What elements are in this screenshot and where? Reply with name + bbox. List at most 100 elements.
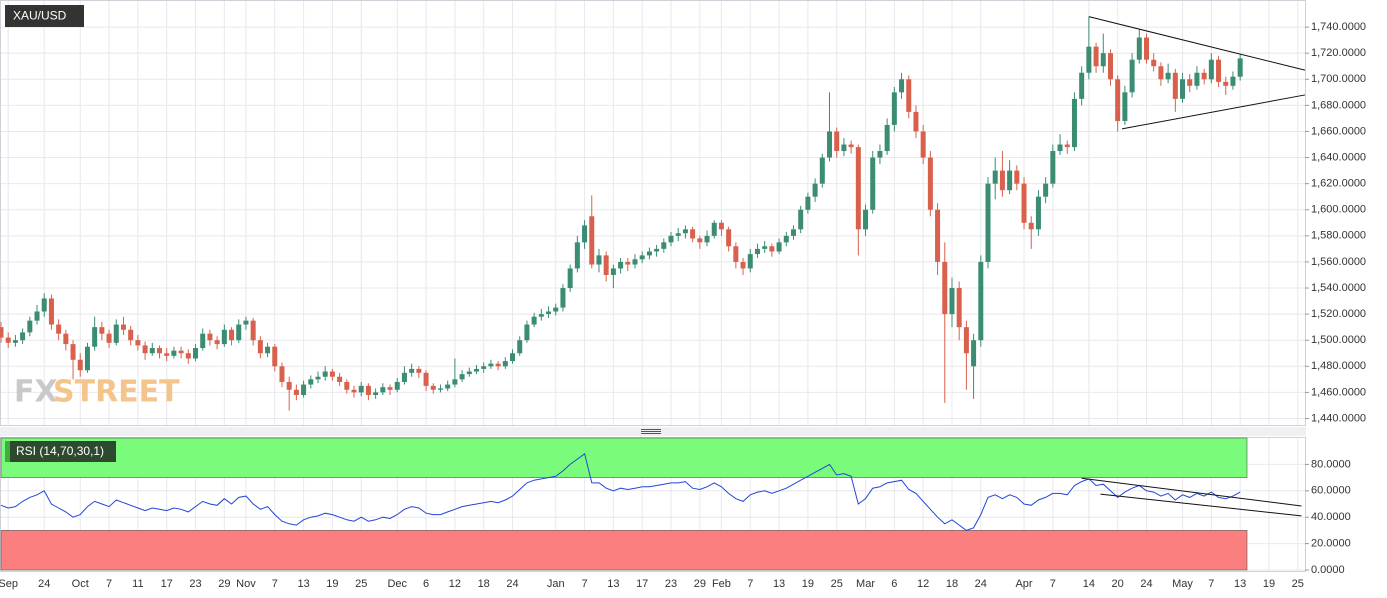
candle-body [488,363,494,367]
candle-body [567,268,573,289]
candle-body [1144,37,1150,60]
candle-body [63,333,69,345]
y-tick-label: 60.0000 [1311,485,1351,497]
candle-body [1021,183,1027,223]
candle-body [798,209,804,230]
candle-body [553,307,559,312]
candle-body [1201,72,1207,80]
candle-body [373,392,379,395]
x-tick-label: Jan [547,578,565,590]
candle-body [654,248,660,252]
candle-body [524,324,530,341]
x-tick-label: Dec [387,578,407,590]
candle-body [920,131,926,158]
candle-body [783,235,789,243]
candle-body [243,320,249,325]
candle-body [1129,59,1135,93]
candle-body [1115,79,1121,122]
y-tick-label: 1,540.0000 [1311,282,1366,294]
candle-body [5,337,11,343]
candle-body [113,324,119,343]
x-tick-label: Apr [1015,578,1032,590]
candle-body [1086,46,1092,73]
candle-body [48,298,54,325]
y-tick-label: 1,580.0000 [1311,230,1366,242]
candle-body [1165,72,1171,80]
x-tick-label: Feb [712,578,731,590]
candle-body [387,387,393,390]
candle-body [819,157,825,184]
x-tick-label: May [1172,578,1193,590]
rsi-badge-accent [5,441,10,462]
candle-body [913,111,919,132]
candle-body [495,363,501,367]
candle-body [12,340,18,343]
candle-body [1172,72,1178,99]
candle-body [841,144,847,152]
candle-body [423,372,429,386]
x-tick-label: 17 [161,578,173,590]
candle-body [142,345,148,354]
candle-body [999,170,1005,191]
candle-body [171,350,177,356]
candle-body [279,366,285,382]
y-tick-label: 1,720.0000 [1311,47,1366,59]
candle-body [538,314,544,317]
candle-body [56,324,62,334]
candle-body [337,376,343,382]
x-tick-label: Mar [856,578,875,590]
y-tick-label: 1,700.0000 [1311,73,1366,85]
symbol-badge [5,5,84,27]
x-tick-label: 18 [478,578,490,590]
candle-body [250,320,256,341]
candle-body [365,385,371,395]
candle-body [265,346,271,354]
candle-body [1151,59,1157,67]
candle-body [546,311,552,315]
candle-body [27,320,33,333]
x-tick-label: 7 [747,578,753,590]
candle-body [286,381,292,390]
candle-body [1043,183,1049,197]
candle-body [1194,72,1200,86]
candle-body [610,268,616,275]
x-tick-label: 13 [773,578,785,590]
candle-body [690,229,696,239]
candle-body [697,238,703,243]
y-tick-label: 40.0000 [1311,511,1351,523]
candle-body [884,124,890,152]
x-tick-label: 24 [38,578,50,590]
candle-body [1064,144,1070,148]
x-tick-label: 24 [506,578,518,590]
candle-body [762,246,768,249]
candle-body [1237,58,1243,77]
x-tick-label: 7 [1050,578,1056,590]
candle-body [77,359,83,371]
candle-body [344,381,350,390]
candle-body [971,340,977,367]
candle-body [135,340,141,346]
candle-body [956,288,962,328]
candle-body [603,255,609,275]
candle-body [834,131,840,152]
candle-body [34,311,40,321]
y-tick-label: 1,440.0000 [1311,412,1366,424]
candle-body [790,229,796,236]
watermark-street: STREET [53,375,180,410]
candle-body [430,385,436,390]
candle-body [726,229,732,247]
y-tick-label: 20.0000 [1311,538,1351,550]
y-tick-label: 1,520.0000 [1311,308,1366,320]
candle-body [891,92,897,125]
x-tick-label: 29 [218,578,230,590]
candle-body [70,344,76,360]
candle-body [207,333,213,341]
candle-body [510,353,516,362]
x-tick-label: 19 [1263,578,1275,590]
candle-body [315,376,321,380]
candle-body [185,353,191,359]
candle-body [704,235,710,243]
x-tick-label: 25 [831,578,843,590]
x-tick-label: 7 [1208,578,1214,590]
candle-body [848,144,854,148]
